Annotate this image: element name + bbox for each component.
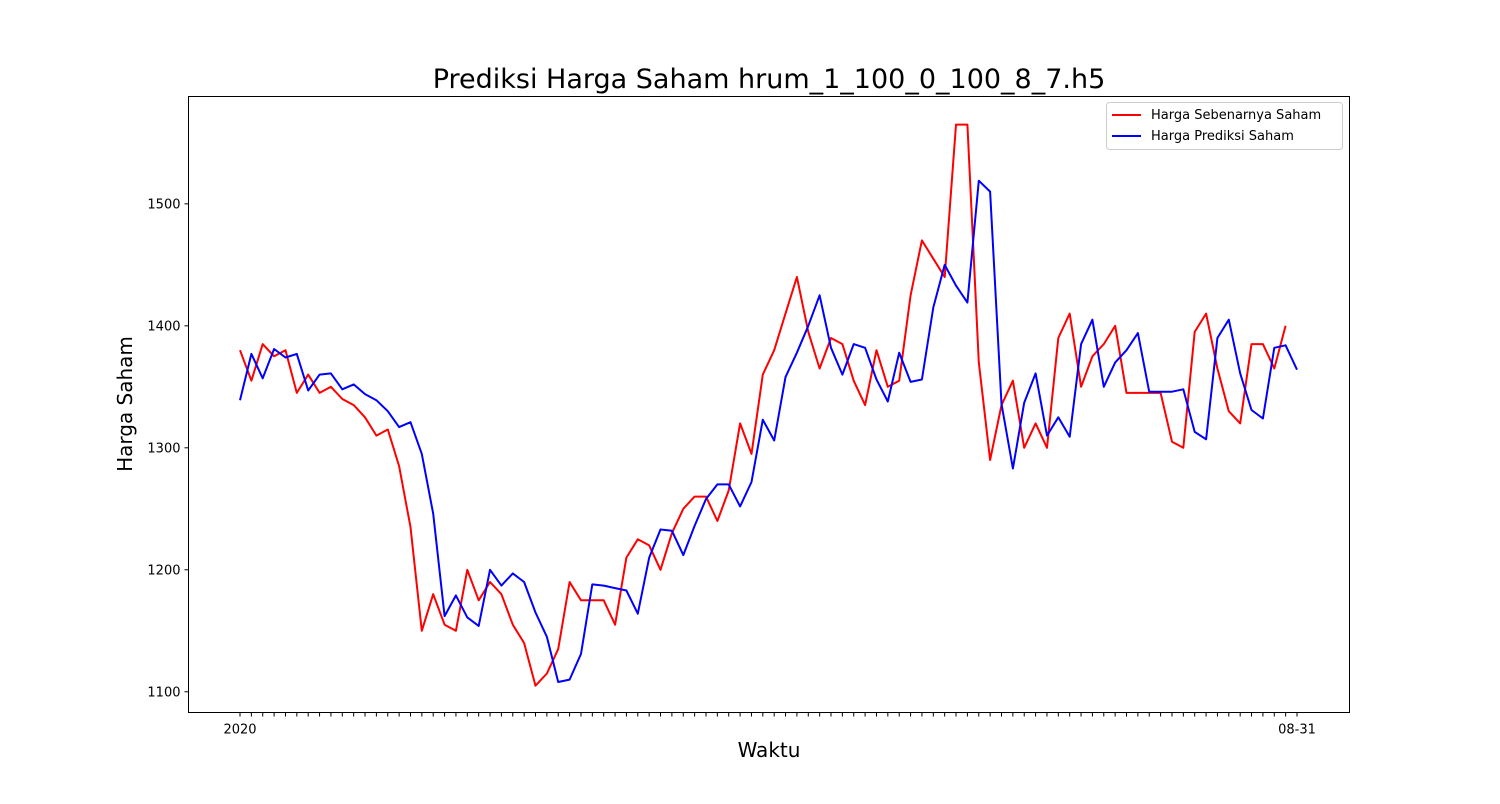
x-tick-label: 2020 xyxy=(223,723,256,738)
y-tick-label: 1400 xyxy=(147,319,180,334)
x-tick-label: 08-31 xyxy=(1278,723,1316,738)
plot-area: 1100 1200 1300 1400 1500 2020 08-31 xyxy=(147,123,1316,738)
series-line-predicted xyxy=(239,179,1298,683)
legend-label-predicted: Harga Prediksi Saham xyxy=(1151,129,1294,144)
chart-title: Prediksi Harga Saham hrum_1_100_0_100_8_… xyxy=(433,64,1106,95)
series-line-actual xyxy=(239,123,1287,687)
legend-box xyxy=(1106,102,1343,150)
legend: Harga Sebenarnya Saham Harga Prediksi Sa… xyxy=(1106,102,1343,150)
y-tick-label: 1100 xyxy=(147,685,180,700)
y-tick-label: 1500 xyxy=(147,197,180,212)
y-axis-label: Harga Saham xyxy=(113,336,137,472)
x-axis-label: Waktu xyxy=(738,738,801,762)
y-tick-label: 1300 xyxy=(147,441,180,456)
legend-label-actual: Harga Sebenarnya Saham xyxy=(1151,108,1321,123)
y-tick-label: 1200 xyxy=(147,563,180,578)
plot-frame xyxy=(188,96,1350,713)
